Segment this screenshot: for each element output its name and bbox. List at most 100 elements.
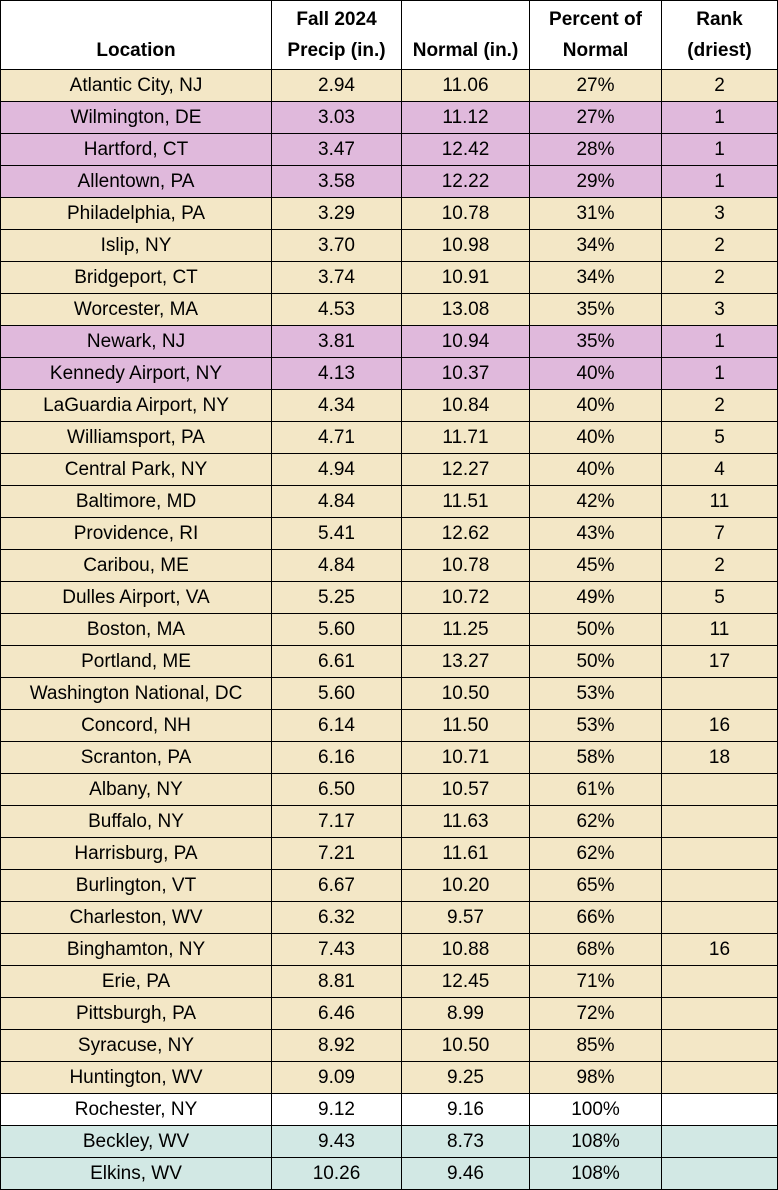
location-cell: Syracuse, NY	[0, 1030, 272, 1062]
location-cell: LaGuardia Airport, NY	[0, 390, 272, 422]
location-cell: Islip, NY	[0, 230, 272, 262]
value-cell	[662, 806, 778, 838]
value-cell: 11.63	[402, 806, 530, 838]
value-cell: 6.46	[272, 998, 402, 1030]
value-cell: 3.29	[272, 198, 402, 230]
value-cell: 10.84	[402, 390, 530, 422]
location-cell: Concord, NH	[0, 710, 272, 742]
value-cell: 9.12	[272, 1094, 402, 1126]
location-cell: Dulles Airport, VA	[0, 582, 272, 614]
value-cell	[662, 870, 778, 902]
value-cell: 8.73	[402, 1126, 530, 1158]
value-cell: 71%	[530, 966, 662, 998]
value-cell: 2	[662, 550, 778, 582]
value-cell: 12.27	[402, 454, 530, 486]
value-cell: 6.50	[272, 774, 402, 806]
value-cell: 12.22	[402, 166, 530, 198]
location-cell: Harrisburg, PA	[0, 838, 272, 870]
location-cell: Allentown, PA	[0, 166, 272, 198]
value-cell: 4.71	[272, 422, 402, 454]
value-cell: 29%	[530, 166, 662, 198]
value-cell: 11.61	[402, 838, 530, 870]
value-cell: 35%	[530, 326, 662, 358]
value-cell: 11	[662, 486, 778, 518]
value-cell: 4.13	[272, 358, 402, 390]
value-cell: 3.70	[272, 230, 402, 262]
value-cell: 12.42	[402, 134, 530, 166]
header-text: Normal	[562, 40, 629, 61]
value-cell: 1	[662, 358, 778, 390]
value-cell	[662, 838, 778, 870]
value-cell: 98%	[530, 1062, 662, 1094]
value-cell: 3.47	[272, 134, 402, 166]
value-cell: 11.25	[402, 614, 530, 646]
value-cell: 3.03	[272, 102, 402, 134]
value-cell: 8.99	[402, 998, 530, 1030]
value-cell: 35%	[530, 294, 662, 326]
value-cell: 10.50	[402, 1030, 530, 1062]
value-cell: 8.81	[272, 966, 402, 998]
value-cell: 28%	[530, 134, 662, 166]
value-cell: 49%	[530, 582, 662, 614]
header-text: Rank	[696, 9, 743, 30]
location-cell: Burlington, VT	[0, 870, 272, 902]
value-cell	[662, 1126, 778, 1158]
value-cell: 53%	[530, 710, 662, 742]
value-cell: 7.43	[272, 934, 402, 966]
value-cell: 10.88	[402, 934, 530, 966]
value-cell: 16	[662, 710, 778, 742]
value-cell: 4	[662, 454, 778, 486]
value-cell: 8.92	[272, 1030, 402, 1062]
value-cell: 5.41	[272, 518, 402, 550]
value-cell: 11.06	[402, 70, 530, 102]
value-cell: 18	[662, 742, 778, 774]
value-cell: 9.43	[272, 1126, 402, 1158]
location-cell: Newark, NJ	[0, 326, 272, 358]
value-cell: 40%	[530, 358, 662, 390]
location-cell: Albany, NY	[0, 774, 272, 806]
value-cell: 6.16	[272, 742, 402, 774]
value-cell: 2	[662, 70, 778, 102]
location-cell: Erie, PA	[0, 966, 272, 998]
value-cell: 13.27	[402, 646, 530, 678]
value-cell: 6.14	[272, 710, 402, 742]
value-cell: 10.98	[402, 230, 530, 262]
location-cell: Bridgeport, CT	[0, 262, 272, 294]
location-cell: Philadelphia, PA	[0, 198, 272, 230]
value-cell: 40%	[530, 422, 662, 454]
value-cell: 34%	[530, 230, 662, 262]
value-cell: 4.34	[272, 390, 402, 422]
value-cell: 27%	[530, 102, 662, 134]
header-text: (driest)	[687, 40, 752, 61]
value-cell: 2	[662, 390, 778, 422]
value-cell: 10.91	[402, 262, 530, 294]
value-cell: 13.08	[402, 294, 530, 326]
location-cell: Buffalo, NY	[0, 806, 272, 838]
value-cell: 12.45	[402, 966, 530, 998]
value-cell: 4.84	[272, 486, 402, 518]
value-cell: 6.61	[272, 646, 402, 678]
value-cell	[662, 1030, 778, 1062]
header-cell: Fall 2024 Precip (in.)	[272, 0, 402, 70]
value-cell: 2.94	[272, 70, 402, 102]
value-cell: 2	[662, 262, 778, 294]
location-cell: Baltimore, MD	[0, 486, 272, 518]
value-cell: 11	[662, 614, 778, 646]
header-cell: Normal (in.)	[402, 0, 530, 70]
value-cell: 53%	[530, 678, 662, 710]
value-cell: 5	[662, 422, 778, 454]
header-cell: Percent of Normal	[530, 0, 662, 70]
value-cell: 50%	[530, 646, 662, 678]
value-cell: 7	[662, 518, 778, 550]
location-cell: Caribou, ME	[0, 550, 272, 582]
value-cell: 7.17	[272, 806, 402, 838]
value-cell: 4.94	[272, 454, 402, 486]
value-cell: 1	[662, 102, 778, 134]
location-cell: Boston, MA	[0, 614, 272, 646]
value-cell: 85%	[530, 1030, 662, 1062]
value-cell	[662, 1062, 778, 1094]
value-cell: 10.50	[402, 678, 530, 710]
value-cell: 4.84	[272, 550, 402, 582]
location-cell: Scranton, PA	[0, 742, 272, 774]
